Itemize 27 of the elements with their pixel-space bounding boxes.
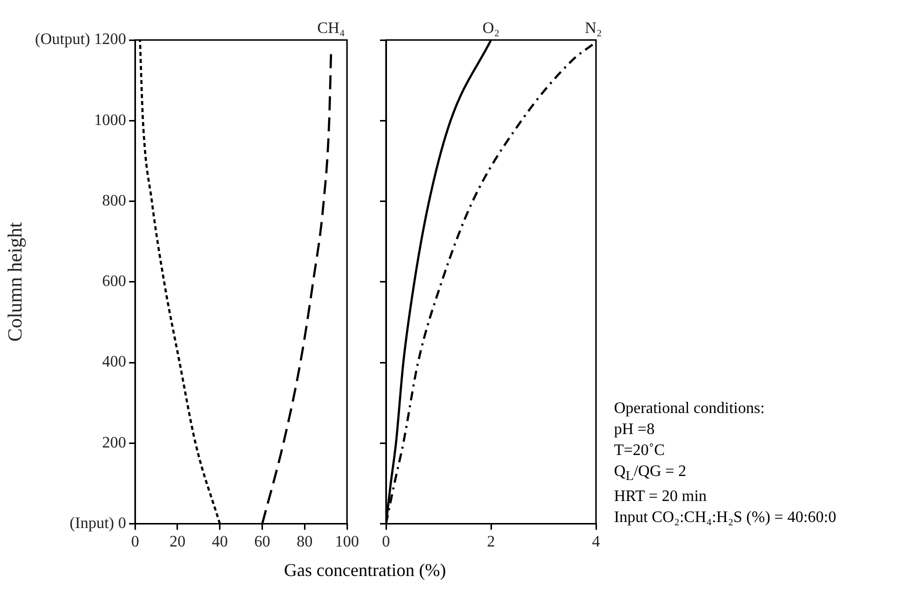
x-tick-label: 0 bbox=[131, 534, 140, 551]
y-tick-label: 800 bbox=[102, 192, 126, 210]
y-axis-title: Column height bbox=[4, 222, 26, 342]
y-tick-label: 400 bbox=[102, 354, 126, 371]
series-label: CH₄ bbox=[317, 20, 346, 38]
x-tick-label: 80 bbox=[296, 534, 313, 551]
x-axis-title: Gas concentration (%) bbox=[283, 560, 447, 581]
y-tick-label: 1000 bbox=[94, 112, 126, 129]
x-tick-label: 2 bbox=[487, 534, 495, 551]
x-tick-label: 20 bbox=[169, 534, 186, 551]
y-tick-label: 600 bbox=[102, 273, 126, 290]
text: Q$_{L}$/QG = 2 bbox=[614, 462, 688, 486]
x-tick-label: 0 bbox=[382, 534, 390, 551]
y-tick-label: (Input) 0 bbox=[70, 515, 126, 532]
text: Operational conditions: bbox=[614, 399, 766, 419]
x-tick-label: 60 bbox=[254, 534, 270, 551]
x-tick-label: 4 bbox=[592, 534, 600, 551]
x-tick-label: 100 bbox=[335, 534, 359, 551]
series-label: N₂ bbox=[584, 20, 602, 38]
text: T=20˚C bbox=[614, 441, 666, 461]
series-label: O₂ bbox=[482, 20, 500, 38]
text: pH =8 bbox=[614, 420, 656, 440]
y-tick-label: (Output) 1200 bbox=[34, 31, 126, 48]
text: Input CO₂:CH₄:H₂S (%) = 40:60:0 bbox=[614, 508, 836, 528]
y-tick-label: 200 bbox=[102, 434, 126, 452]
text: HRT = 20 min bbox=[614, 487, 708, 508]
x-tick-label: 40 bbox=[212, 534, 228, 551]
